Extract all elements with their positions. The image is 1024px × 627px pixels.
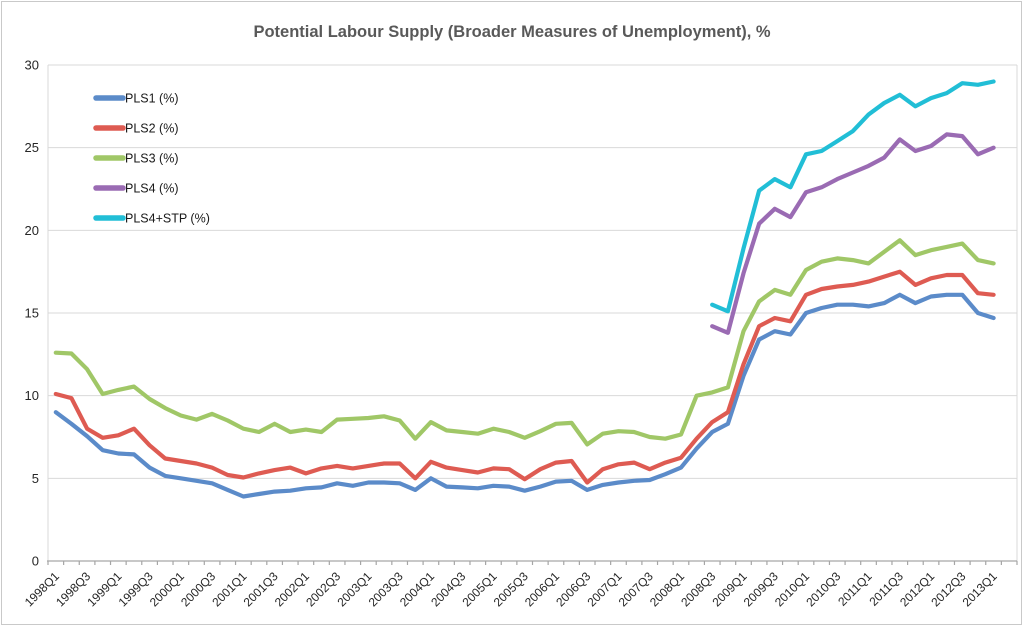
series-lines [53, 79, 996, 499]
y-tick-label: 10 [25, 388, 39, 403]
legend-label: PLS3 (%) [125, 152, 179, 166]
y-axis-tick-labels: 0 5 10 15 20 25 30 [25, 58, 39, 569]
chart-title: Potential Labour Supply (Broader Measure… [253, 23, 770, 41]
series-line-pls1 [53, 292, 996, 499]
legend-item-pls4stp: PLS4+STP (%) [93, 212, 210, 226]
legend-item-pls2: PLS2 (%) [93, 122, 179, 136]
x-tick-label: 2013Q1 [960, 569, 1000, 609]
series-line-pls2 [53, 269, 996, 485]
legend-label: PLS4+STP (%) [125, 212, 210, 226]
series-line-pls4 [710, 132, 996, 335]
legend-label: PLS4 (%) [125, 182, 179, 196]
axes [47, 65, 1018, 565]
legend-item-pls3: PLS3 (%) [93, 152, 179, 166]
legend-label: PLS1 (%) [125, 92, 179, 106]
y-tick-label: 15 [25, 306, 39, 321]
y-tick-label: 30 [25, 58, 39, 73]
x-tick-label: 2010Q3 [803, 569, 843, 609]
series-line-pls4stp [710, 79, 996, 314]
legend: PLS1 (%) PLS2 (%) PLS3 (%) PLS4 (%) PLS4+STP… [93, 92, 210, 226]
x-tick-label: 2011Q1 [835, 569, 875, 609]
gridlines [48, 64, 1017, 479]
y-tick-label: 25 [25, 140, 39, 155]
legend-item-pls1: PLS1 (%) [93, 92, 179, 106]
y-tick-label: 20 [25, 223, 39, 238]
y-tick-label: 5 [32, 471, 39, 486]
y-tick-label: 0 [32, 554, 39, 569]
x-axis-tick-labels: 1998Q11998Q31999Q11999Q32000Q12000Q32001… [22, 569, 1000, 609]
legend-item-pls4: PLS4 (%) [93, 182, 179, 196]
series-line-pls3 [53, 238, 996, 447]
legend-label: PLS2 (%) [125, 122, 179, 136]
